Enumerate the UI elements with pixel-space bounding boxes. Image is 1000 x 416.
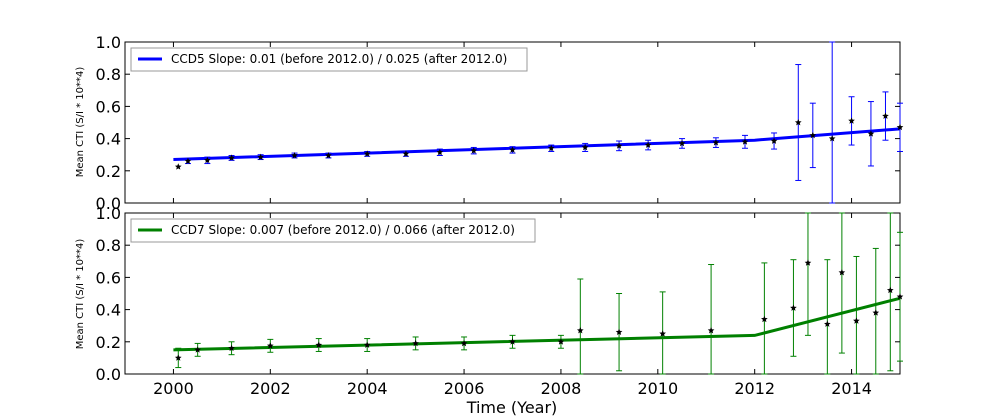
data-point (402, 150, 410, 157)
data-point (509, 146, 516, 153)
data-point (790, 304, 797, 311)
data-point (872, 309, 880, 316)
ccd7-panel: 0.00.20.40.60.81.0 2000 2002 2004 2006 2008 2… (75, 204, 904, 416)
data-point (848, 117, 855, 124)
data-point (228, 344, 235, 352)
data-point (804, 259, 812, 266)
data-point (741, 138, 749, 145)
data-point (678, 139, 686, 147)
error-bar (577, 278, 584, 375)
error-bar (853, 255, 860, 375)
x-tick-label: 2012 (734, 379, 775, 398)
data-point (257, 153, 264, 160)
data-point (509, 338, 516, 345)
error-bar (887, 212, 894, 372)
data-point (644, 141, 652, 148)
data-point (184, 157, 192, 164)
data-point (581, 143, 589, 151)
data-point (576, 327, 584, 334)
ccd7-marks (173, 212, 904, 375)
y-tick-label: 0.4 (96, 130, 121, 149)
data-point (266, 342, 274, 349)
data-point (761, 315, 768, 323)
x-axis: 2000 2002 2004 2006 2008 2010 2012 2014 (153, 213, 872, 398)
data-point (770, 137, 778, 144)
data-point (412, 339, 419, 347)
y-tick-label: 0.6 (96, 268, 121, 287)
data-point (460, 339, 468, 347)
error-bar (838, 212, 845, 354)
data-point (174, 163, 182, 170)
data-point (853, 317, 860, 324)
data-point (325, 152, 332, 159)
ccd7-legend: CCD7 Slope: 0.007 (before 2012.0) / 0.06… (130, 218, 536, 243)
data-point (315, 341, 323, 348)
ccd5-marks (172, 41, 904, 204)
y-tick-label: 1.0 (96, 204, 121, 223)
y-tick-label: 0.8 (96, 236, 121, 255)
ccd7-y-axis: 0.0 0.2 0.4 0.6 0.8 1.0 (96, 204, 900, 384)
x-tick-label: 2010 (637, 379, 678, 398)
y-tick-label: 0.2 (96, 333, 121, 352)
x-tick-label: 2008 (541, 379, 582, 398)
data-point (882, 112, 889, 119)
data-point (204, 156, 211, 164)
ccd5-y-axis: 0.0 0.2 0.4 0.6 0.8 1.0 (96, 33, 900, 213)
ccd5-panel: 0.0 0.2 0.4 0.6 0.8 1.0 Mean CTI (S/I * 10**4… (75, 33, 904, 213)
y-tick-label: 0.2 (96, 162, 121, 181)
y-tick-label: 0.0 (96, 365, 121, 384)
data-point (659, 330, 666, 337)
data-point (838, 269, 846, 276)
data-point (794, 119, 802, 126)
ccd5-y-axis-label: Mean CTI (S/I * 10**4) (75, 67, 86, 178)
data-point (436, 148, 444, 156)
data-point (363, 341, 371, 348)
data-point (712, 139, 720, 146)
legend-box (130, 47, 528, 72)
data-point (228, 154, 235, 161)
y-tick-label: 0.4 (96, 301, 121, 320)
y-tick-label: 0.8 (96, 65, 121, 84)
data-point (615, 142, 623, 149)
fit-line (173, 127, 901, 161)
data-point (896, 293, 904, 300)
data-point (824, 320, 831, 327)
y-tick-label: 0.6 (96, 97, 121, 116)
data-point (363, 150, 371, 157)
data-point (896, 123, 904, 131)
y-tick-label: 0.0 (96, 194, 121, 213)
x-tick-label: 2002 (250, 379, 291, 398)
data-point (886, 286, 894, 294)
error-bar (829, 41, 836, 204)
data-point (194, 346, 201, 353)
data-point (707, 327, 715, 334)
x-axis-label: Time (Year) (466, 398, 558, 416)
ccd7-y-axis-label: Mean CTI (S/I * 10**4) (75, 239, 86, 350)
data-point (174, 354, 182, 361)
x-tick-label: 2004 (347, 379, 388, 398)
data-point (809, 131, 817, 139)
legend-box (130, 218, 536, 243)
data-point (867, 130, 875, 137)
error-bar (804, 212, 811, 336)
data-point (470, 147, 478, 154)
data-point (557, 338, 565, 345)
y-tick-label: 1.0 (96, 33, 121, 52)
data-point (547, 144, 555, 152)
ccd5-legend: CCD5 Slope: 0.01 (before 2012.0) / 0.025… (130, 47, 528, 72)
data-point (615, 328, 623, 335)
data-point (291, 152, 298, 159)
fit-line (173, 296, 901, 352)
legend-label: CCD7 Slope: 0.007 (before 2012.0) / 0.06… (171, 223, 515, 237)
error-bar (708, 264, 715, 375)
data-point (828, 135, 836, 142)
x-tick-label: 2000 (153, 379, 194, 398)
x-tick-label: 2014 (831, 379, 872, 398)
legend-label: CCD5 Slope: 0.01 (before 2012.0) / 0.025… (171, 52, 507, 66)
x-tick-label: 2006 (444, 379, 485, 398)
